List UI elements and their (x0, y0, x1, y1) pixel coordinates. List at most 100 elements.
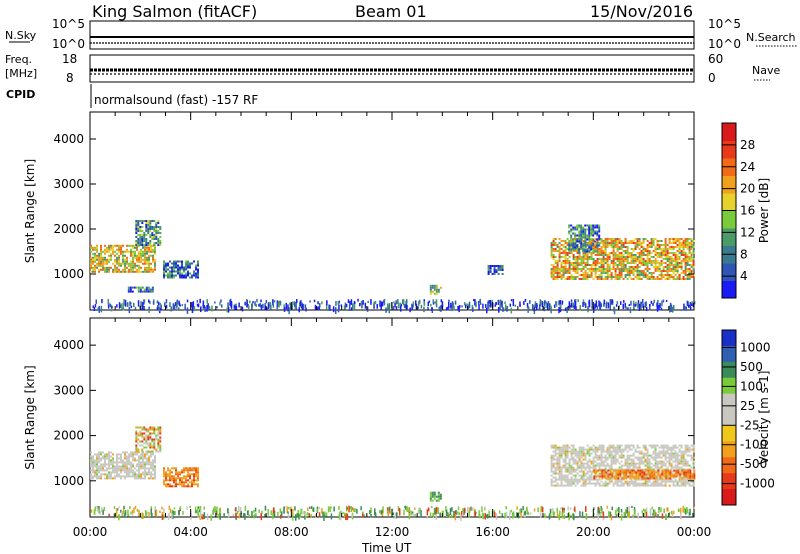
data-cell (148, 250, 150, 253)
data-cell (374, 300, 377, 305)
data-cell (693, 473, 696, 476)
data-cell (499, 265, 502, 267)
data-cell (570, 236, 573, 239)
data-cell (626, 270, 629, 272)
data-cell (90, 469, 92, 472)
data-cell (155, 434, 158, 437)
data-cell (145, 434, 148, 437)
data-cell (609, 473, 612, 476)
data-cell (167, 514, 170, 520)
data-cell (94, 475, 96, 478)
data-cell (660, 272, 663, 274)
data-cell (144, 471, 146, 474)
data-cell (558, 307, 560, 314)
data-cell (598, 454, 601, 457)
data-cell (349, 506, 351, 510)
data-cell (662, 254, 665, 256)
data-cell (670, 276, 673, 278)
data-cell (124, 467, 126, 470)
data-cell (594, 304, 596, 308)
data-cell (404, 505, 406, 508)
data-cell (118, 248, 120, 251)
data-cell (678, 238, 681, 240)
data-cell (96, 505, 99, 510)
data-cell (126, 475, 128, 478)
data-cell (686, 478, 689, 481)
data-cell (592, 466, 595, 469)
data-cell (572, 482, 575, 485)
data-cell (650, 240, 653, 242)
data-cell (292, 301, 294, 306)
data-cell (584, 474, 587, 477)
data-cell (562, 466, 565, 469)
data-cell (550, 470, 553, 473)
data-cell (189, 475, 191, 478)
data-cell (566, 276, 569, 278)
data-cell (682, 454, 685, 457)
data-cell (640, 262, 643, 264)
data-cell (118, 254, 120, 257)
data-cell (217, 514, 220, 519)
data-cell (175, 264, 177, 267)
data-cell (139, 286, 142, 289)
data-cell (108, 463, 110, 466)
data-cell (175, 469, 177, 472)
data-cell (120, 467, 122, 470)
data-cell (628, 252, 631, 254)
data-cell (584, 466, 587, 469)
data-cell (147, 220, 150, 222)
data-cell (580, 476, 583, 479)
data-cell (663, 469, 666, 472)
data-cell (157, 220, 160, 222)
data-cell (580, 256, 583, 258)
data-cell (622, 242, 625, 244)
data-cell (489, 269, 492, 271)
data-cell (148, 477, 150, 480)
data-cell (672, 270, 675, 272)
data-cell (90, 457, 92, 460)
data-cell (144, 475, 146, 478)
data-cell (676, 246, 679, 248)
data-cell (429, 288, 432, 291)
data-cell (627, 469, 630, 472)
data-cell (642, 258, 645, 260)
data-cell (688, 238, 691, 240)
data-cell (156, 307, 159, 311)
data-cell (487, 269, 490, 271)
data-cell (690, 244, 693, 246)
data-cell (584, 456, 587, 459)
data-cell (630, 272, 633, 274)
data-cell (163, 481, 165, 484)
data-cell (112, 248, 114, 251)
data-cell (576, 248, 579, 251)
data-cell (553, 511, 555, 517)
data-cell (177, 483, 179, 486)
data-cell (509, 303, 512, 307)
data-cell (630, 266, 633, 268)
data-cell (140, 473, 142, 476)
data-cell (588, 460, 591, 463)
data-cell (118, 469, 120, 472)
data-cell (165, 483, 167, 486)
data-cell (123, 505, 125, 510)
data-cell (553, 304, 556, 308)
data-cell (618, 446, 621, 449)
data-cell (623, 300, 625, 303)
data-cell (626, 272, 629, 274)
data-cell (116, 467, 118, 470)
data-cell (618, 480, 621, 483)
data-cell (662, 444, 665, 447)
data-cell (592, 234, 595, 237)
data-cell (604, 460, 607, 463)
data-cell (582, 482, 585, 485)
data-cell (345, 514, 347, 520)
data-cell (684, 484, 687, 487)
data-cell (576, 450, 579, 453)
data-cell (550, 242, 553, 244)
data-cell (203, 512, 206, 520)
data-cell (606, 262, 609, 264)
data-cell (600, 448, 603, 451)
data-cell (632, 452, 635, 455)
data-cell (118, 258, 120, 261)
data-cell (179, 260, 181, 263)
